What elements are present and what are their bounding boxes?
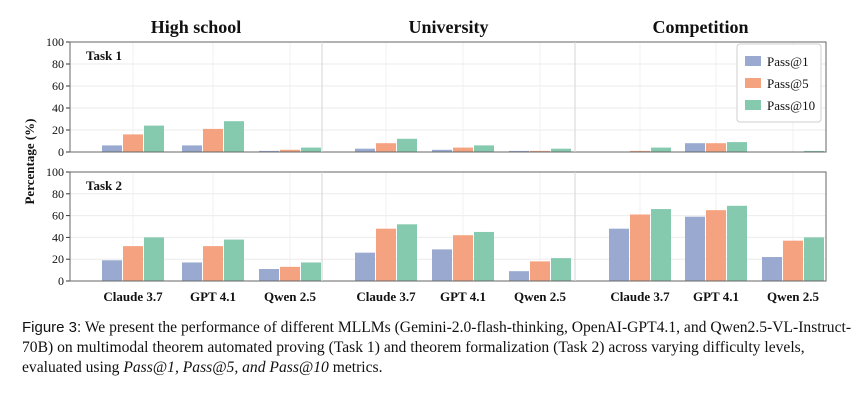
bar — [259, 269, 279, 281]
bar — [706, 143, 726, 152]
bar — [280, 266, 300, 281]
bar — [144, 125, 164, 152]
caption-tail: metrics. — [328, 359, 383, 376]
x-tick-label: Claude 3.7 — [103, 289, 163, 304]
bar — [630, 150, 650, 152]
bar — [762, 257, 782, 281]
bar — [182, 262, 202, 281]
bar — [123, 246, 143, 281]
x-tick-label: Qwen 2.5 — [767, 289, 820, 304]
panel-background — [322, 42, 575, 152]
bar — [609, 228, 629, 281]
x-tick-label: Claude 3.7 — [356, 289, 416, 304]
legend-label: Pass@5 — [767, 76, 809, 91]
bar — [727, 142, 747, 152]
caption-metrics: Pass@1, Pass@5, and Pass@10 — [123, 359, 329, 376]
bar — [301, 262, 321, 281]
column-title: Competition — [653, 17, 749, 37]
bar — [651, 209, 671, 281]
y-tick-label: 100 — [46, 165, 64, 179]
bar — [376, 228, 396, 281]
bar — [804, 150, 824, 152]
y-tick-label: 0 — [58, 145, 64, 159]
y-tick-label: 40 — [52, 230, 64, 244]
legend-swatch — [745, 78, 761, 88]
y-tick-label: 60 — [52, 79, 64, 93]
bar — [432, 149, 452, 152]
bar — [102, 260, 122, 281]
figure-chart: High school University Competition Percenta… — [22, 17, 827, 304]
bar — [453, 147, 473, 152]
bar — [224, 121, 244, 152]
y-tick-label: 80 — [52, 57, 64, 71]
bar — [685, 216, 705, 281]
bar — [224, 239, 244, 281]
bar — [432, 249, 452, 281]
bar — [509, 271, 529, 281]
bar — [804, 237, 824, 281]
x-tick-label: Qwen 2.5 — [264, 289, 317, 304]
x-tick-label: GPT 4.1 — [190, 289, 236, 304]
bar — [355, 148, 375, 152]
y-axis-label: Percentage (%) — [22, 118, 37, 204]
bar — [397, 224, 417, 281]
bar — [182, 145, 202, 152]
y-tick-label: 20 — [52, 123, 64, 137]
bar — [259, 150, 279, 152]
x-tick-label: Qwen 2.5 — [514, 289, 567, 304]
y-tick-label: 20 — [52, 252, 64, 266]
bar — [551, 258, 571, 281]
y-tick-label: 40 — [52, 101, 64, 115]
panel-frame — [69, 171, 827, 282]
caption-text: We present the performance of different … — [22, 319, 852, 376]
x-tick-label: GPT 4.1 — [693, 289, 739, 304]
figure-caption: Figure 3: We present the performance of … — [22, 318, 852, 378]
figure-label: Figure 3: — [22, 319, 82, 336]
y-tick-label: 0 — [58, 274, 64, 288]
bar — [301, 147, 321, 152]
row-label: Task 2 — [86, 178, 122, 193]
legend-label: Pass@10 — [767, 98, 815, 113]
bar — [102, 145, 122, 152]
bar — [509, 150, 529, 152]
bar — [144, 237, 164, 281]
bar — [280, 149, 300, 152]
legend-swatch — [745, 56, 761, 66]
bar — [397, 138, 417, 152]
bar — [706, 210, 726, 281]
bar — [783, 240, 803, 281]
bar — [630, 214, 650, 281]
bar — [474, 145, 494, 152]
bar — [355, 252, 375, 281]
x-tick-label: Claude 3.7 — [610, 289, 670, 304]
bar — [203, 246, 223, 281]
legend-label: Pass@1 — [767, 54, 809, 69]
bar — [727, 205, 747, 281]
legend-swatch — [745, 100, 761, 110]
x-tick-label: GPT 4.1 — [440, 289, 486, 304]
y-tick-label: 100 — [46, 35, 64, 49]
bar — [376, 143, 396, 152]
column-title: High school — [151, 17, 242, 37]
bar — [453, 235, 473, 281]
bar — [530, 261, 550, 281]
column-title: University — [409, 17, 489, 37]
bar — [123, 134, 143, 152]
bar — [651, 147, 671, 152]
bar — [551, 148, 571, 152]
bar — [530, 150, 550, 152]
y-tick-label: 80 — [52, 187, 64, 201]
panel-frame — [69, 41, 827, 153]
bar — [474, 231, 494, 281]
panel-background — [70, 42, 322, 152]
y-tick-label: 60 — [52, 209, 64, 223]
row-label: Task 1 — [86, 48, 122, 63]
bar — [203, 128, 223, 152]
bar — [685, 143, 705, 152]
